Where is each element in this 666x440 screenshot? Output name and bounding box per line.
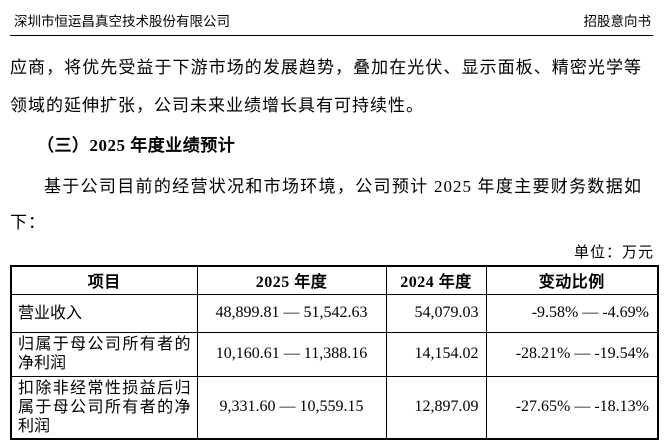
cell-2025: 10,160.61 — 11,388.16 bbox=[196, 331, 387, 377]
col-header-2024: 2024 年度 bbox=[385, 265, 487, 295]
cell-2024: 12,897.09 bbox=[385, 375, 487, 439]
company-name: 深圳市恒运昌真空技术股份有限公司 bbox=[14, 14, 230, 29]
cell-item: 扣除非经常性损益后归属于母公司所有者的净利润 bbox=[10, 375, 198, 439]
cell-item: 归属于母公司所有者的净利润 bbox=[10, 331, 198, 377]
unit-note: 单位：万元 bbox=[573, 245, 654, 261]
intro-paragraph: 基于公司目前的经营状况和市场环境，公司预计 2025 年度主要财务数据如下： bbox=[10, 177, 642, 232]
cell-change: -28.21% — -19.54% bbox=[485, 331, 659, 377]
cell-2024: 14,154.02 bbox=[385, 331, 487, 377]
cell-item: 营业收入 bbox=[10, 293, 198, 333]
financial-forecast-table: 项目 2025 年度 2024 年度 变动比例 营业收入 48,899.81 —… bbox=[10, 265, 659, 440]
col-header-change: 变动比例 bbox=[485, 265, 659, 295]
cell-change: -27.65% — -18.13% bbox=[485, 375, 659, 439]
page-header: 深圳市恒运昌真空技术股份有限公司 招股意向书 bbox=[10, 0, 653, 36]
continuation-paragraph: 应商，将优先受益于下游市场的发展趋势，叠加在光伏、显示面板、精密光学等领域的延伸… bbox=[10, 58, 642, 115]
cell-change: -9.58% — -4.69% bbox=[485, 293, 659, 333]
table-row: 归属于母公司所有者的净利润 10,160.61 — 11,388.16 14,1… bbox=[10, 331, 659, 377]
cell-2024: 54,079.03 bbox=[385, 293, 487, 333]
col-header-item: 项目 bbox=[10, 265, 198, 295]
cell-2025: 48,899.81 — 51,542.63 bbox=[196, 293, 387, 333]
cell-2025: 9,331.60 — 10,559.15 bbox=[196, 375, 387, 439]
table-row: 扣除非经常性损益后归属于母公司所有者的净利润 9,331.60 — 10,559… bbox=[10, 375, 659, 439]
doc-type-label: 招股意向书 bbox=[583, 14, 652, 29]
table-row: 营业收入 48,899.81 — 51,542.63 54,079.03 -9.… bbox=[10, 293, 659, 333]
col-header-2025: 2025 年度 bbox=[196, 265, 387, 295]
section-heading: （三）2025 年度业绩预计 bbox=[37, 136, 236, 155]
table-header-row: 项目 2025 年度 2024 年度 变动比例 bbox=[10, 265, 659, 295]
